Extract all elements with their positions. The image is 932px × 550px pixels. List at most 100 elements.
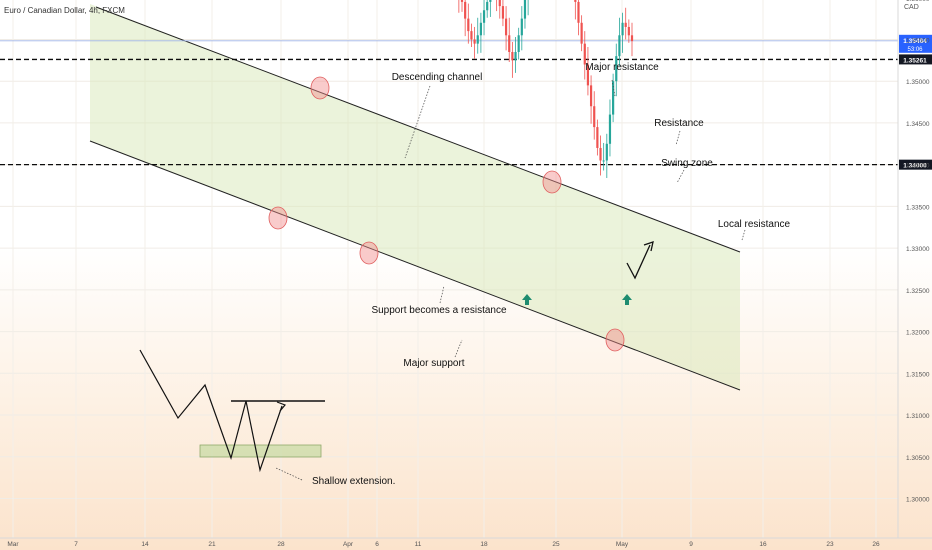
- time-axis: Mar 7 14 21 28 Apr 6 11 18 25 May 9 16 23 26: [0, 537, 932, 548]
- candle-bear: [630, 35, 634, 42]
- time-tick-label: 21: [208, 541, 216, 548]
- candle-bull: [608, 114, 612, 144]
- candle-bear: [577, 1, 580, 23]
- up-arrow-icon: [522, 294, 532, 305]
- price-tick-label: 1.35000: [906, 79, 930, 86]
- annotation-label: Major resistance: [585, 62, 659, 73]
- level-price-label: 1.34000: [903, 163, 927, 170]
- up-arrow-icon: [622, 294, 632, 305]
- candle-bear: [589, 85, 593, 107]
- time-tick-label: Apr: [343, 541, 354, 548]
- time-tick-label: Mar: [7, 541, 19, 548]
- candle-bear: [511, 51, 514, 61]
- annotation-label: Descending channel: [392, 72, 483, 83]
- price-axis: 1.30000 1.30500 1.31000 1.31500 1.32000 1.325…: [897, 0, 930, 538]
- candle-bull: [615, 56, 618, 82]
- channel-lower-line: [89, 140, 741, 391]
- price-tick-label: 1.35500: [906, 37, 930, 44]
- candle-bull: [486, 1, 489, 11]
- markers: [139, 76, 654, 473]
- touch-point-circle: [542, 170, 562, 194]
- time-tick-label: 23: [826, 541, 834, 548]
- time-tick-label: 7: [74, 541, 78, 548]
- channel-upper-line: [95, 6, 741, 253]
- time-tick-label: 16: [759, 541, 767, 548]
- annotation-label: Swing zone: [661, 158, 713, 169]
- price-tick-label: 1.32000: [906, 330, 930, 337]
- candle-bear: [460, 0, 464, 2]
- candle-bull: [618, 35, 621, 57]
- symbol-title: Euro / Canadian Dollar, 4h, FXCM: [4, 6, 125, 15]
- time-tick-label: 9: [689, 541, 693, 548]
- current-price-tag: [899, 34, 932, 53]
- shallow-extension-zone: [199, 444, 322, 458]
- annotation-label: Shallow extension.: [312, 476, 395, 487]
- candle-bear: [470, 31, 473, 40]
- time-tick-label: May: [616, 541, 629, 548]
- channel-fill: [90, 4, 740, 390]
- annotation-label: Support becomes a resistance: [371, 305, 507, 316]
- annotation-pointer: [741, 229, 746, 241]
- annotation-pointer: [676, 169, 685, 184]
- zigzag-arrowhead: [276, 401, 287, 412]
- candle-bear: [596, 127, 599, 148]
- annotation-labels: Descending channel Major resistance Resist…: [275, 62, 791, 487]
- annotation-label: Resistance: [654, 118, 704, 129]
- projection-path: [626, 244, 651, 280]
- candle-bear: [467, 18, 470, 32]
- time-tick-label: 25: [552, 541, 560, 548]
- currency-label: CAD: [904, 4, 919, 11]
- candle-bull: [605, 143, 608, 161]
- level-price-tag: [899, 54, 932, 65]
- level-price-label: 1.35261: [903, 57, 927, 64]
- price-tick-label: 1.31000: [906, 413, 930, 420]
- candle-bull: [476, 35, 479, 44]
- time-tick-label: 28: [277, 541, 285, 548]
- projection-arrowhead: [643, 241, 654, 252]
- annotation-pointer: [454, 339, 463, 358]
- candle-bull: [523, 0, 527, 19]
- price-tick-label: 1.34000: [906, 163, 930, 170]
- price-tick-label: 1.31500: [906, 371, 930, 378]
- touch-point-circle: [605, 328, 625, 352]
- candle-bear: [464, 1, 467, 19]
- time-tick-label: 26: [872, 541, 880, 548]
- time-tick-label: 18: [480, 541, 488, 548]
- candle-bear: [504, 18, 508, 36]
- candles: [458, 0, 634, 179]
- price-tick-label: 1.36000: [906, 0, 930, 3]
- candle-bull: [602, 160, 605, 162]
- candle-bear: [583, 43, 586, 65]
- price-levels: 1.397351.385861.375591.362651.352611.340…: [0, 34, 932, 170]
- price-tick-label: 1.30000: [906, 497, 930, 504]
- touch-point-circle: [359, 241, 379, 265]
- annotation-pointer: [675, 130, 681, 146]
- zigzag-sketch: [139, 349, 283, 473]
- price-tick-label: 1.33000: [906, 246, 930, 253]
- time-tick-label: 14: [141, 541, 149, 548]
- candle-bear: [599, 147, 602, 161]
- price-tick-label: 1.30500: [906, 455, 930, 462]
- candle-bear: [574, 0, 577, 2]
- price-tick-label: 1.34500: [906, 121, 930, 128]
- candle-bull: [621, 22, 624, 36]
- price-tick-label: 1.33500: [906, 204, 930, 211]
- candle-bear: [627, 26, 630, 36]
- candle-bear: [580, 22, 583, 44]
- candle-bull: [517, 35, 520, 52]
- annotation-label: Local resistance: [718, 219, 791, 230]
- annotation-label: Major support: [403, 358, 464, 369]
- candle-bull: [482, 10, 486, 23]
- candle-bear: [501, 6, 505, 19]
- candle-bull: [520, 18, 523, 36]
- annotation-pointer: [404, 85, 431, 159]
- time-tick-label: 6: [375, 541, 379, 548]
- candle-bear: [508, 35, 511, 52]
- candle-bull: [612, 81, 615, 115]
- candle-bear: [473, 39, 476, 44]
- candle-bear: [593, 106, 596, 128]
- touch-point-circle: [310, 76, 330, 100]
- time-tick-label: 11: [415, 541, 422, 548]
